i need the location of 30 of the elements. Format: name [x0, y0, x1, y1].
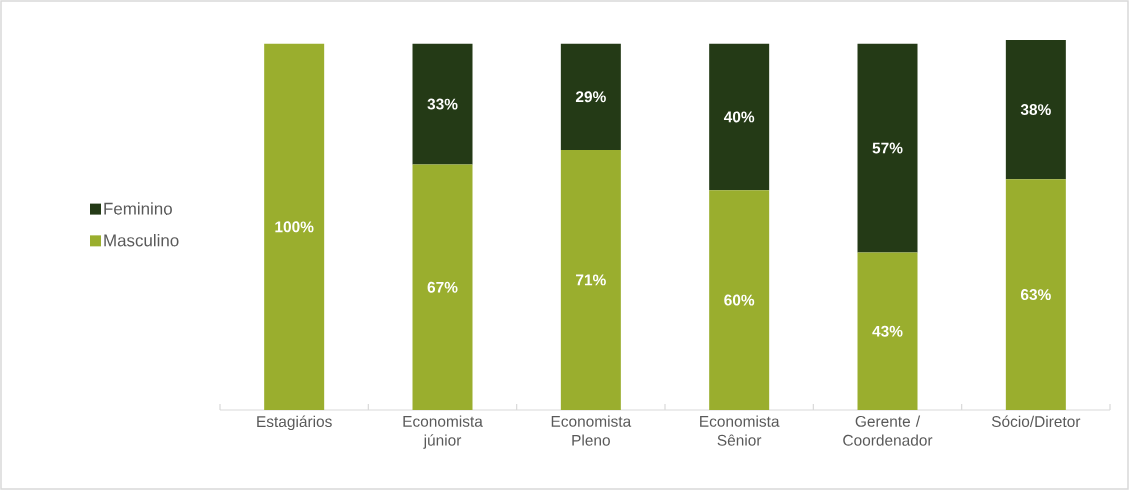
data-label: 38% [1020, 104, 1051, 116]
data-label: 63% [1020, 289, 1051, 301]
bar [1005, 179, 1066, 410]
x-tick-label: Economista Sênior [700, 415, 780, 446]
bar [709, 190, 770, 410]
legend-label: Feminino [104, 202, 172, 215]
x-tick-label: Gerente / Coordenador [843, 415, 933, 446]
bar [857, 43, 918, 253]
x-tick-label: Sócio/Diretor [991, 415, 1081, 428]
data-label: 60% [724, 294, 755, 306]
data-label: 67% [427, 281, 458, 293]
data-label: 29% [575, 91, 606, 103]
data-label: 43% [872, 325, 903, 337]
data-label: 100% [275, 221, 314, 233]
x-tick-label: Economista júnior [403, 415, 483, 449]
data-label: 40% [723, 111, 755, 123]
bar [412, 43, 473, 165]
data-label: 33% [427, 98, 458, 110]
bar [1005, 39, 1066, 180]
legend-label: Masculino [104, 233, 179, 247]
bar [560, 149, 621, 410]
x-tick-label: Economista Pleno [551, 415, 632, 446]
data-label: 71% [576, 274, 606, 286]
bar [857, 252, 918, 410]
bar [412, 164, 473, 410]
data-label: 57% [872, 142, 903, 154]
x-tick-label: Estagiários [257, 415, 332, 431]
bar [264, 43, 325, 410]
bar [560, 43, 621, 150]
bar [709, 43, 770, 191]
